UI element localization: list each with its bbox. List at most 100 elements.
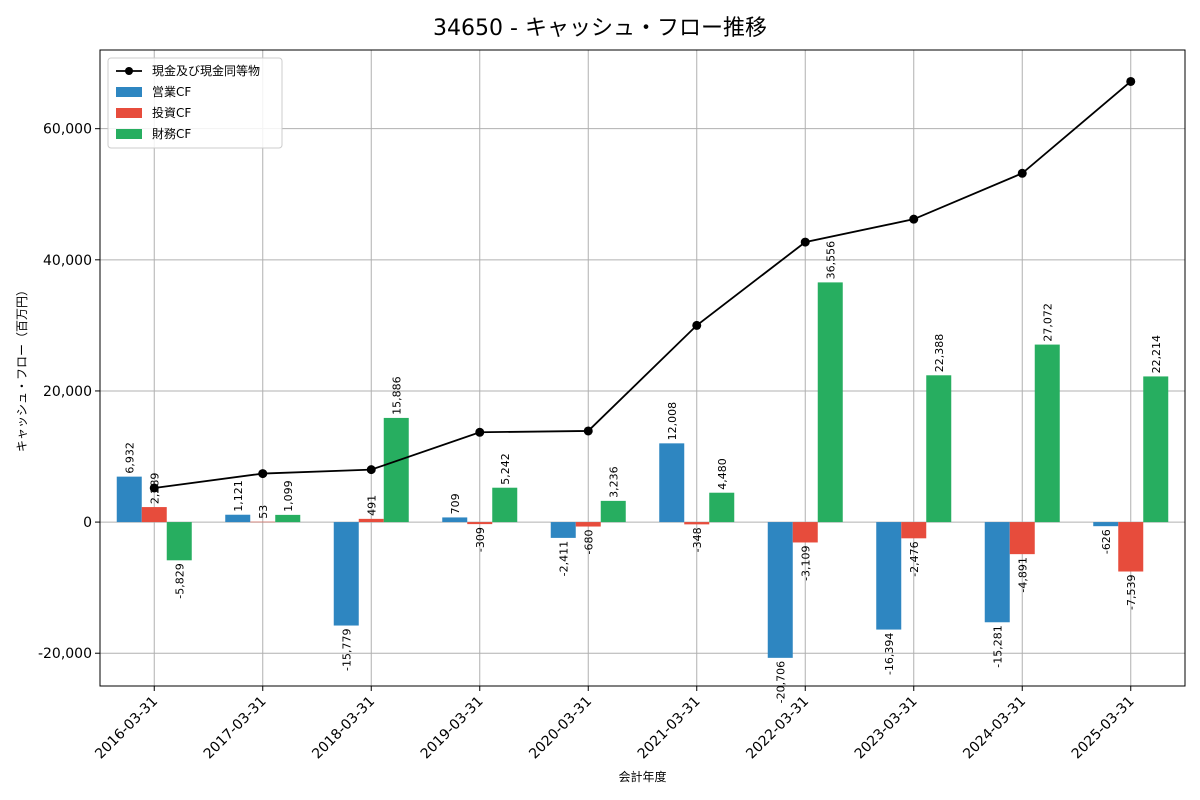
bar-investing <box>575 522 601 527</box>
bar-investing <box>792 522 818 543</box>
bar-value-label: -626 <box>1100 529 1113 554</box>
bar-value-label: -309 <box>474 527 487 552</box>
bar-operating <box>550 522 576 538</box>
bar-value-label: 22,214 <box>1150 335 1163 374</box>
bar-value-label: -5,829 <box>173 563 186 598</box>
x-tick-label: 2024-03-31 <box>960 694 1029 763</box>
bar-value-label: 2,289 <box>148 473 161 505</box>
bar-financing <box>926 375 952 523</box>
bar-value-label: 36,556 <box>824 241 837 280</box>
line-layer <box>149 76 1136 493</box>
cash-point <box>909 214 919 224</box>
grid-layer <box>100 50 1185 686</box>
legend-swatch <box>116 108 142 118</box>
bar-financing <box>492 487 518 523</box>
bar-investing <box>141 507 167 523</box>
cash-point <box>1017 168 1027 178</box>
bar-investing <box>467 522 493 525</box>
y-tick-label: 20,000 <box>43 384 92 400</box>
bar-operating <box>876 522 902 630</box>
bar-financing <box>709 492 735 523</box>
bar-value-label: -2,411 <box>557 541 570 576</box>
bar-investing <box>901 522 927 539</box>
bar-financing <box>383 417 409 523</box>
bar-value-label: -20,706 <box>774 661 787 703</box>
legend-label: 投資CF <box>152 105 191 120</box>
x-tick-label: 2025-03-31 <box>1069 694 1138 763</box>
bar-investing <box>358 518 384 523</box>
bar-financing <box>275 514 301 523</box>
y-tick-label: -20,000 <box>38 646 92 662</box>
bar-operating <box>442 517 468 523</box>
bar-value-label: 6,932 <box>123 442 136 474</box>
bar-value-label: 53 <box>257 505 270 519</box>
bar-investing <box>250 521 276 523</box>
bar-value-label: 5,242 <box>499 453 512 485</box>
legend-label: 営業CF <box>152 85 191 99</box>
x-tick-label: 2023-03-31 <box>852 694 921 763</box>
cash-point <box>583 426 593 436</box>
plot-frame <box>99 49 1186 687</box>
bar-operating <box>659 443 685 523</box>
bar-operating <box>767 522 793 658</box>
y-tick-label: 40,000 <box>43 253 92 269</box>
chart-title: 34650 - キャッシュ・フロー推移 <box>433 16 767 41</box>
bar-operating <box>1093 522 1119 527</box>
bar-value-label: 12,008 <box>666 402 679 441</box>
legend-label: 現金及び現金同等物 <box>152 63 260 78</box>
legend-marker <box>125 67 133 75</box>
bar-financing <box>166 522 192 561</box>
bar-value-label: 491 <box>365 495 378 516</box>
data-labels-layer: 6,932 1,121 -15,779 709 -2,411 12,008 -20,706 -… <box>123 241 1163 703</box>
bar-operating <box>984 522 1010 623</box>
legend-box <box>107 57 283 149</box>
x-tick-label: 2019-03-31 <box>418 694 487 763</box>
bar-value-label: -15,779 <box>340 629 353 671</box>
bar-value-label: 4,480 <box>716 458 729 490</box>
bar-value-label: -16,394 <box>883 633 896 675</box>
bar-value-label: 1,099 <box>282 480 295 512</box>
bar-value-label: -680 <box>582 530 595 555</box>
x-axis-label: 会計年度 <box>618 769 666 784</box>
cash-point <box>800 237 810 247</box>
y-tick-label: 60,000 <box>43 122 92 138</box>
cash-point <box>258 469 268 479</box>
bar-financing <box>1143 376 1169 523</box>
cash-point <box>475 427 485 437</box>
bar-operating <box>333 522 359 626</box>
bar-value-label: 27,072 <box>1041 303 1054 342</box>
cash-point <box>366 465 376 475</box>
bar-value-label: -7,539 <box>1125 575 1138 610</box>
bar-value-label: -348 <box>691 527 704 552</box>
bar-financing <box>1034 344 1060 523</box>
bar-value-label: -4,891 <box>1016 557 1029 592</box>
x-tick-label: 2017-03-31 <box>201 694 270 763</box>
bar-investing <box>1118 522 1144 572</box>
bar-value-label: 3,236 <box>607 466 620 498</box>
bar-operating <box>116 476 142 523</box>
bar-financing <box>600 500 626 523</box>
x-tick-label: 2021-03-31 <box>635 694 704 763</box>
cash-point <box>149 483 159 493</box>
bars-layer <box>116 282 1169 658</box>
bar-value-label: -3,109 <box>799 545 812 580</box>
cash-point <box>692 320 702 330</box>
bar-value-label: 15,886 <box>390 376 403 415</box>
x-tick-label: 2018-03-31 <box>309 694 378 763</box>
y-tick-label: 0 <box>83 515 92 531</box>
bar-value-label: -15,281 <box>991 625 1004 667</box>
bar-value-label: 22,388 <box>933 334 946 373</box>
legend-swatch <box>116 87 142 97</box>
bar-operating <box>225 514 251 523</box>
bar-investing <box>1009 522 1035 555</box>
bar-value-label: -2,476 <box>908 541 921 576</box>
cash-point <box>1126 76 1136 86</box>
bar-value-label: 1,121 <box>232 480 245 512</box>
bar-investing <box>684 522 710 525</box>
cash-line <box>154 80 1132 489</box>
x-tick-label: 2020-03-31 <box>526 694 595 763</box>
legend-swatch <box>116 129 142 139</box>
x-tick-label: 2016-03-31 <box>92 694 161 763</box>
